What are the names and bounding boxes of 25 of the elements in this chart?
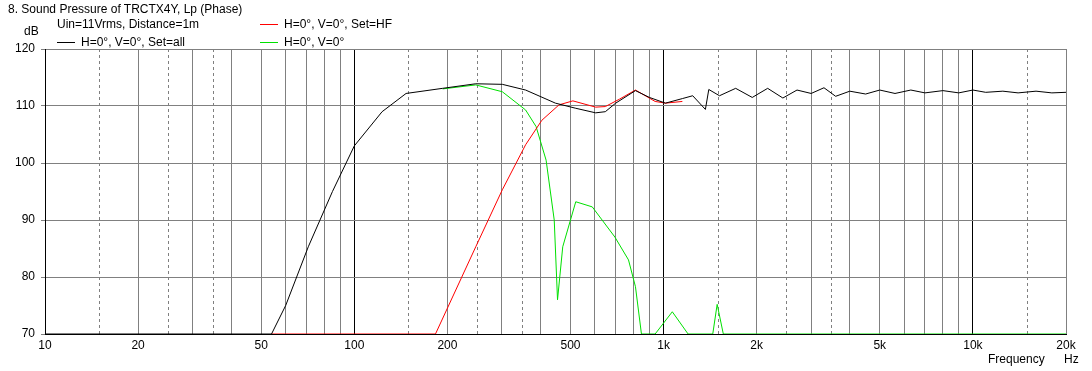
y-tick-label: 90 [21, 212, 36, 227]
y-tick-label: 100 [14, 155, 36, 170]
y-tick-label: 110 [15, 98, 36, 113]
x-tick-label: 1k [657, 337, 671, 352]
y-tick-label: 70 [21, 326, 36, 341]
chart-title: 8. Sound Pressure of TRCTX4Y, Lp (Phase) [8, 2, 243, 16]
x-axis-title: Frequency [988, 352, 1045, 366]
legend-label: H=0°, V=0°, Set=all [81, 35, 185, 49]
legend-label: H=0°, V=0°, Set=HF [284, 17, 392, 31]
text: Uin=11Vrms, Distance=1m [57, 17, 200, 31]
x-tick-label: 50 [254, 337, 269, 352]
x-tick-label: 10k [963, 337, 984, 352]
y-tick-label: 80 [21, 269, 36, 284]
x-tick-label: 500 [560, 337, 581, 352]
x-tick-label: 20 [131, 337, 146, 352]
x-tick-label: 100 [344, 337, 365, 352]
y-axis-title: dB [24, 24, 39, 38]
x-tick-label: 10 [38, 337, 52, 352]
y-tick-label: 120 [14, 41, 36, 56]
legend-label: H=0°, V=0° [284, 35, 345, 49]
x-tick-label: 200 [437, 337, 458, 352]
x-tick-label: 20k [1056, 337, 1077, 352]
x-tick-label: 5k [873, 337, 888, 352]
text: Hz [1064, 352, 1079, 366]
x-tick-label: 2k [750, 337, 765, 352]
